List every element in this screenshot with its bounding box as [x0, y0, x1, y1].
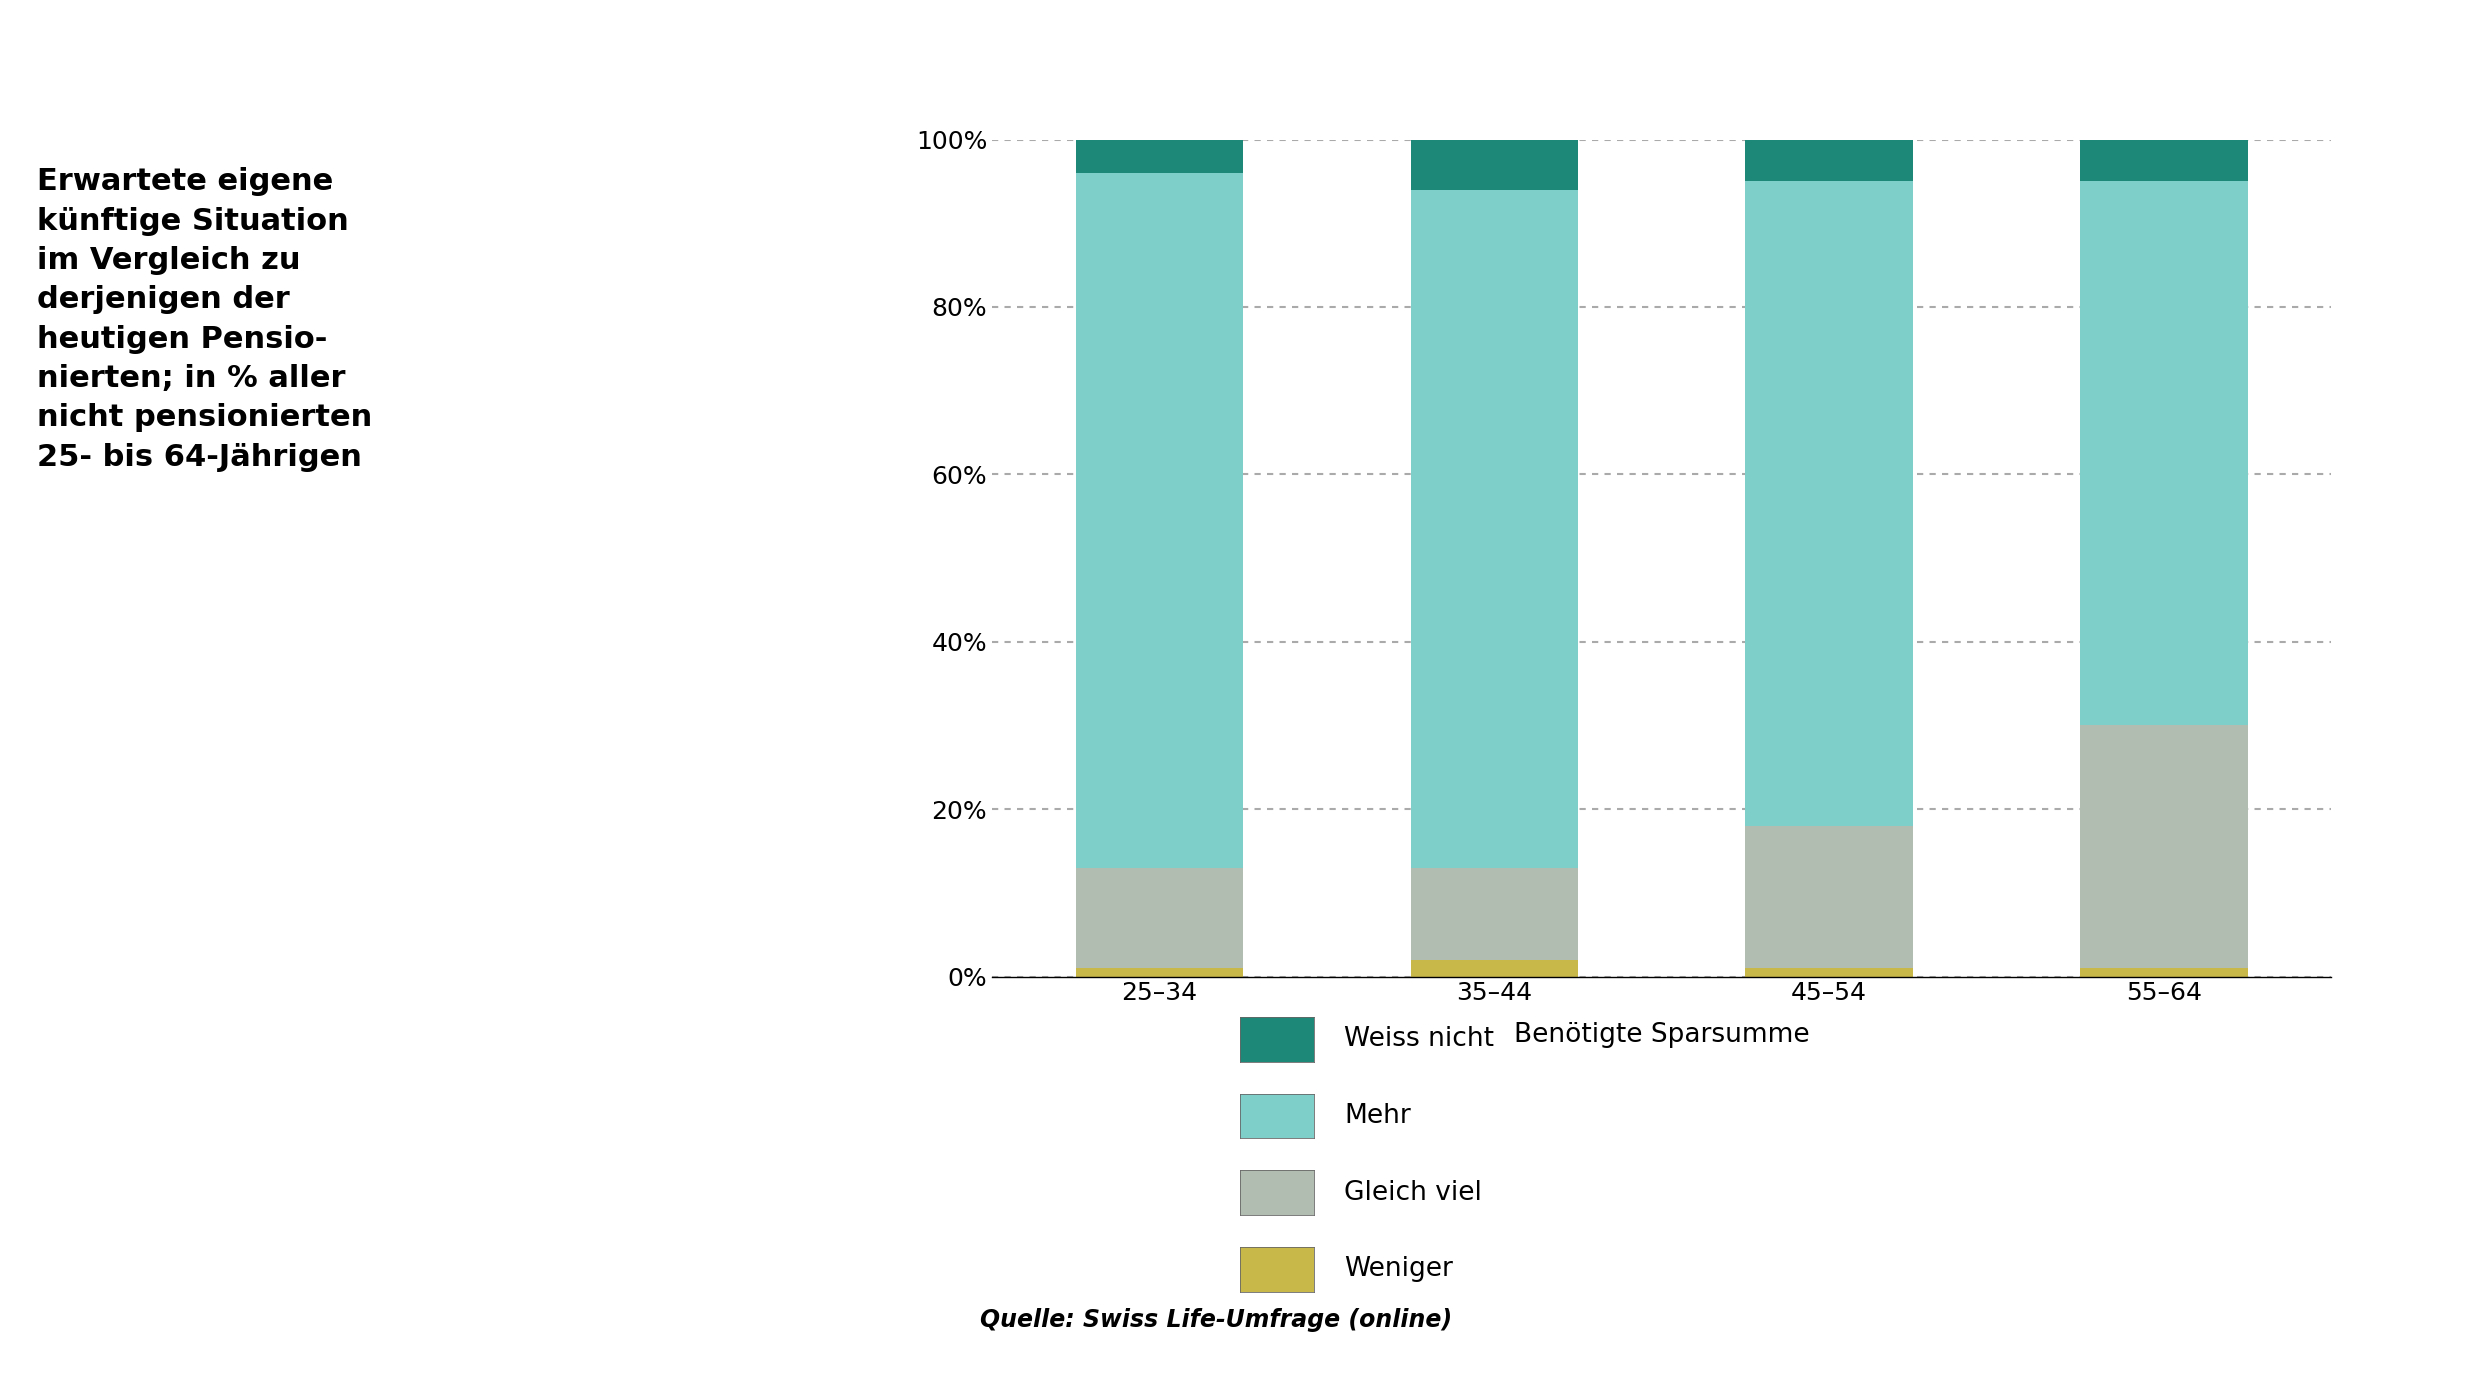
Bar [2081, 181, 2247, 725]
Bar [1411, 960, 1577, 976]
Bar [1746, 140, 1912, 181]
Bar [1076, 140, 1242, 173]
Bar [1076, 868, 1242, 968]
Text: Weniger: Weniger [1344, 1257, 1453, 1282]
Bar [1076, 173, 1242, 868]
Bar [2081, 140, 2247, 181]
Bar [1411, 190, 1577, 868]
Text: Quelle: Swiss Life-Umfrage (online): Quelle: Swiss Life-Umfrage (online) [980, 1309, 1451, 1332]
Text: Mehr: Mehr [1344, 1103, 1411, 1129]
Text: Gleich viel: Gleich viel [1344, 1180, 1483, 1205]
Text: Weiss nicht: Weiss nicht [1344, 1027, 1493, 1052]
Bar [1746, 968, 1912, 976]
Bar [1076, 968, 1242, 976]
X-axis label: Benötigte Sparsumme: Benötigte Sparsumme [1513, 1023, 1810, 1048]
Bar [1411, 140, 1577, 190]
Bar [1746, 181, 1912, 826]
Bar [1411, 868, 1577, 960]
Bar [2081, 725, 2247, 968]
Text: Erwartete eigene
künftige Situation
im Vergleich zu
derjenigen der
heutigen Pens: Erwartete eigene künftige Situation im V… [37, 167, 372, 472]
Bar [1746, 826, 1912, 968]
Bar [2081, 968, 2247, 976]
